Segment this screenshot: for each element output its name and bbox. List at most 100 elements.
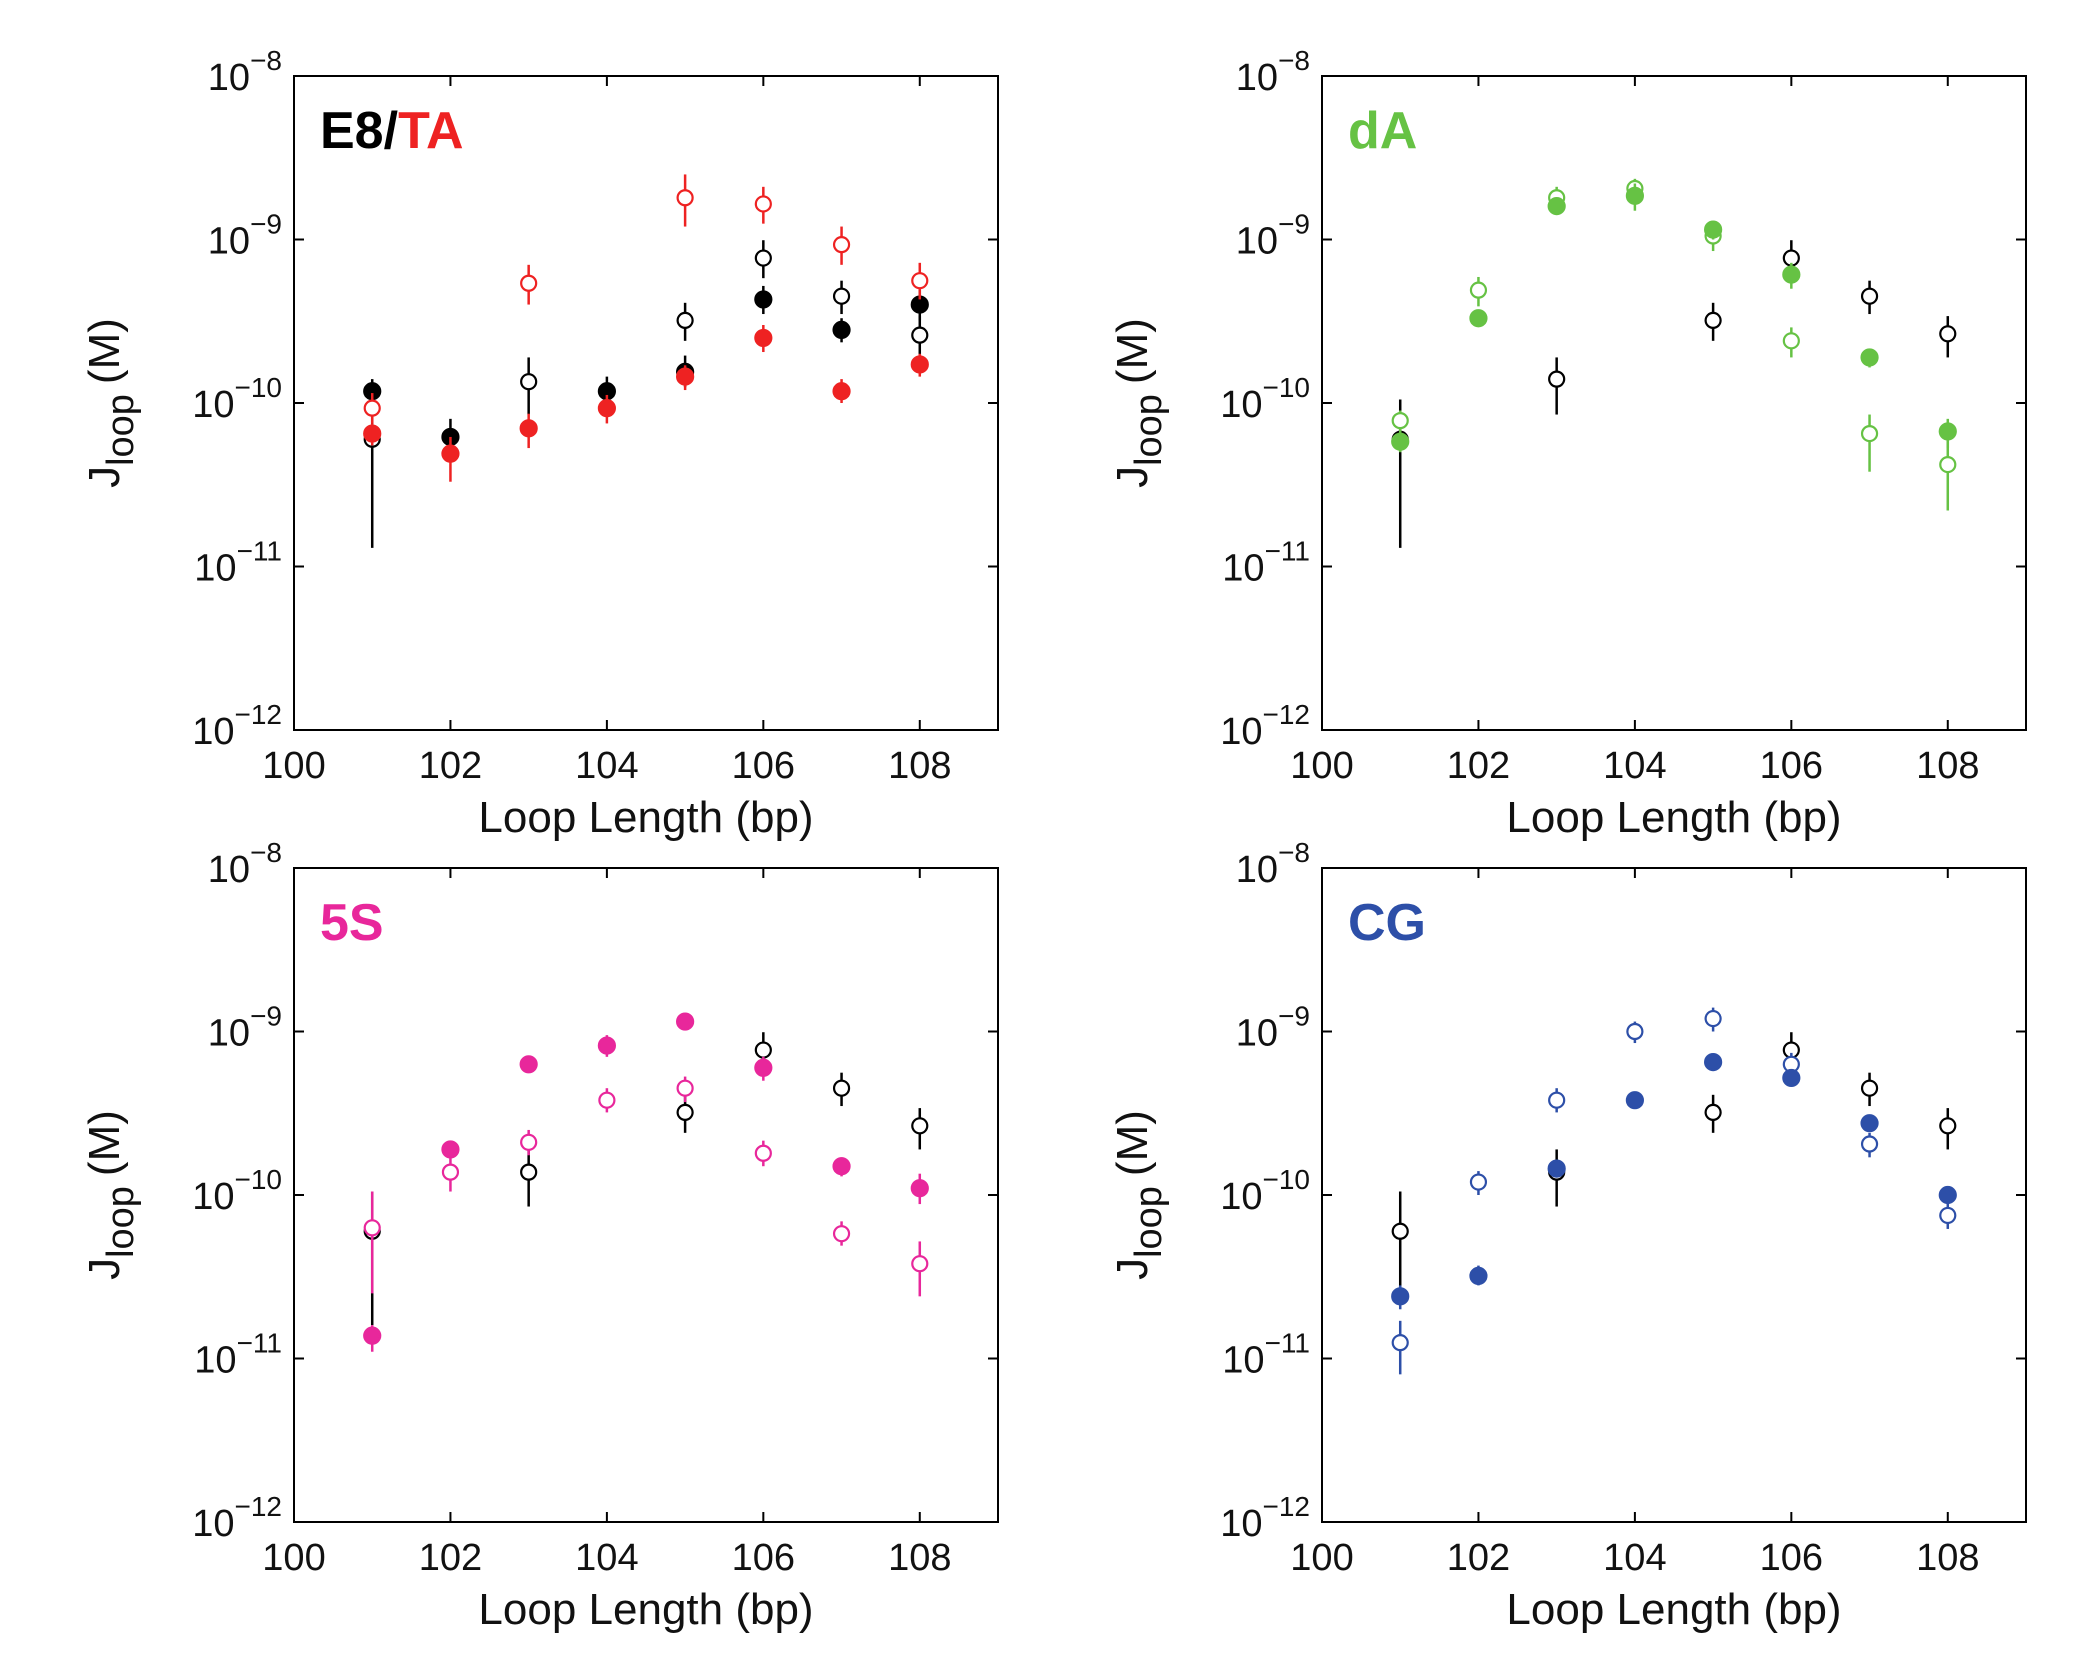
data-point [1391, 432, 1410, 451]
x-tick-label: 100 [1290, 1537, 1353, 1579]
y-tick-label: 10−8 [1236, 45, 1310, 99]
data-point [1860, 1079, 1879, 1097]
x-tick-label: 104 [575, 1537, 638, 1579]
x-tick-label: 106 [1760, 745, 1823, 787]
data-point [1625, 186, 1644, 205]
y-tick-label: 10−12 [192, 1491, 282, 1545]
data-point [911, 1117, 929, 1135]
data-point [1704, 220, 1723, 239]
chart-panel-bottom-left: 100 102 104 106 108 10−8 10−9 10−10 10−11 10−12 Lo… [80, 837, 999, 1634]
data-point [363, 1219, 381, 1237]
data-point [676, 1103, 694, 1122]
data-point [441, 444, 460, 463]
data-point [520, 274, 538, 292]
data-point [520, 1133, 538, 1151]
series-ta-filled [363, 324, 929, 482]
x-tick-label: 106 [732, 745, 795, 787]
data-point [754, 290, 773, 309]
x-axis-label: Loop Length (bp) [478, 793, 813, 842]
data-point [754, 249, 772, 267]
data-point [1391, 1334, 1409, 1352]
chart-panel-top-right: 100 102 104 106 108 10−8 10−9 10−10 10−11 10−12 Lo… [1108, 45, 2027, 842]
y-tick-label: 10−12 [1220, 1491, 1310, 1545]
data-point [676, 1079, 694, 1097]
x-axis-label: Loop Length (bp) [1506, 793, 1841, 842]
data-point [1469, 281, 1488, 299]
y-tick-label: 10−12 [1220, 699, 1310, 753]
chart-panel-top-left: 100 102 104 106 108 10−8 10−9 10−10 10−11 10−12 Lo… [80, 45, 999, 842]
x-tick-label: 102 [1447, 745, 1510, 787]
data-point [363, 424, 382, 443]
data-point [832, 1157, 851, 1176]
data-point [363, 399, 381, 417]
data-point [832, 1079, 851, 1097]
x-tick-label: 104 [1603, 1537, 1666, 1579]
y-axis-label: Jloop(M) [1108, 1110, 1170, 1280]
chart-panel-bottom-right: 100 102 104 106 108 10−8 10−9 10−10 10−11 10−12 Lo… [1108, 837, 2027, 1634]
data-point [363, 1326, 382, 1345]
x-tick-label: 108 [1916, 1537, 1979, 1579]
data-point [1469, 1266, 1488, 1286]
plot-frame [1321, 75, 2027, 731]
data-point [1939, 1117, 1957, 1135]
y-tick-label: 10−11 [194, 1328, 282, 1382]
data-point [1469, 309, 1488, 328]
x-tick-label: 106 [732, 1537, 795, 1579]
data-point [1704, 1052, 1723, 1072]
data-point [911, 326, 929, 344]
y-tick-label: 10−11 [1222, 1328, 1310, 1382]
x-tick-label: 100 [262, 1537, 325, 1579]
data-point [910, 355, 929, 374]
data-point [832, 320, 851, 339]
data-point [832, 287, 851, 305]
data-point [1860, 287, 1879, 305]
series-ta-open [363, 174, 929, 424]
data-point [1626, 1022, 1644, 1041]
data-point [832, 1225, 851, 1243]
panel-title: CG [1348, 894, 1426, 952]
y-tick-label: 10−10 [1220, 372, 1310, 426]
series-da-open [1391, 178, 1957, 511]
data-point [520, 373, 538, 391]
x-tick-label: 100 [1290, 745, 1353, 787]
y-tick-label: 10−12 [192, 699, 282, 753]
x-tick-label: 102 [1447, 1537, 1510, 1579]
data-point [1548, 1091, 1566, 1109]
data-point [441, 1163, 460, 1181]
data-point [1704, 1009, 1722, 1028]
y-tick-label: 10−8 [208, 45, 282, 99]
series-cg-filled [1391, 1052, 1957, 1310]
data-point [1939, 455, 1957, 474]
series-cg-open [1391, 1007, 1957, 1375]
plot-frame [293, 867, 999, 1523]
data-point [1391, 1222, 1409, 1240]
data-point [1938, 422, 1957, 441]
data-point [520, 1163, 538, 1181]
panel-title: E8/TA [320, 102, 464, 160]
data-point [910, 1179, 929, 1198]
data-point [1860, 1114, 1879, 1133]
data-point [597, 1036, 616, 1055]
y-tick-label: 10−9 [208, 1001, 282, 1055]
x-axis-label: Loop Length (bp) [478, 1585, 813, 1634]
data-point [754, 1058, 773, 1077]
data-point [1782, 1068, 1801, 1088]
data-point [1860, 348, 1879, 367]
x-tick-label: 104 [575, 745, 638, 787]
y-axis-label: Jloop(M) [1108, 318, 1170, 488]
y-tick-label: 10−10 [192, 1164, 282, 1218]
data-point [1939, 325, 1957, 343]
data-point [1469, 1173, 1488, 1191]
data-point [598, 1091, 616, 1109]
x-tick-label: 102 [419, 745, 482, 787]
series-5s-open [363, 1076, 929, 1297]
y-tick-label: 10−8 [208, 837, 282, 891]
data-point [911, 272, 929, 290]
series-e8-open [1391, 1032, 1957, 1294]
data-point [1860, 1135, 1879, 1153]
data-point [1391, 412, 1409, 430]
data-point [754, 1041, 772, 1059]
y-tick-label: 10−11 [194, 536, 282, 590]
series-e8-open [363, 240, 929, 548]
